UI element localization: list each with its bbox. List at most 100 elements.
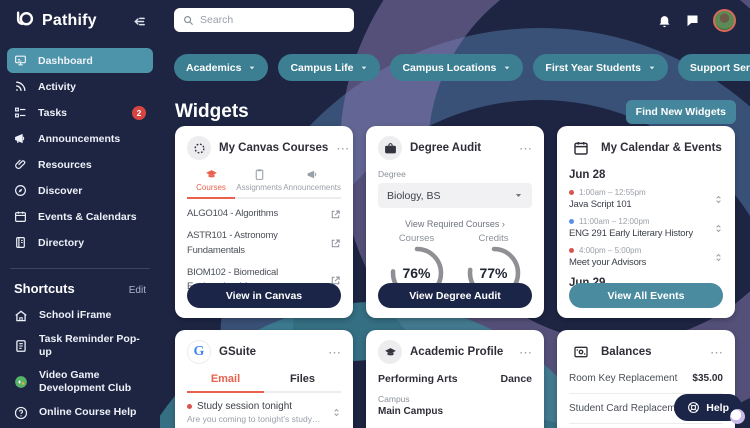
widget-menu-button[interactable]: ⋯: [710, 344, 723, 360]
graduation-cap-icon: [205, 170, 217, 178]
tab-label: Courses: [196, 183, 226, 192]
view-required-courses-link[interactable]: View Required Courses ›: [405, 219, 505, 229]
chevron-down-icon: [505, 66, 510, 69]
tab-announcements[interactable]: Announcements: [283, 168, 341, 197]
balance-label: Student Card Replacement: [569, 403, 690, 414]
sidebar-item-events-calendars[interactable]: Events & Calendars: [7, 204, 153, 229]
shortcut-online-course-help[interactable]: Online Course Help: [0, 401, 160, 425]
find-new-widgets-button[interactable]: Find New Widgets: [625, 100, 736, 124]
sidebar-item-tasks[interactable]: Tasks 2: [7, 100, 153, 125]
widget-menu-button[interactable]: ⋯: [519, 344, 532, 360]
calendar-event[interactable]: 1:00am – 12:55pm Java Script 101: [569, 188, 723, 210]
email-subject: Study session tonight: [197, 401, 293, 412]
widget-title: My Canvas Courses: [219, 142, 329, 154]
widget-calendar-events: My Calendar & Events ⋯ Jun 28 1:00am – 1…: [557, 126, 735, 318]
widget-title: GSuite: [219, 346, 257, 358]
expand-collapse-icon[interactable]: [332, 408, 341, 417]
balance-label: Room Key Replacement: [569, 373, 678, 384]
ring-percent: 76%: [402, 265, 431, 281]
question-icon: [14, 406, 28, 419]
email-row[interactable]: Study session tonight Are you coming to …: [187, 401, 341, 424]
filter-campus-locations[interactable]: Campus Locations: [390, 54, 524, 81]
filter-support-services[interactable]: Support Services: [677, 54, 750, 81]
degree-select-value: Biology, BS: [387, 189, 441, 202]
balance-row: Room Key Replacement $35.00: [569, 364, 723, 394]
external-link-icon[interactable]: [330, 238, 341, 249]
topbar: [160, 0, 750, 40]
tab-email[interactable]: Email: [187, 373, 264, 393]
shortcuts-edit-link[interactable]: Edit: [128, 285, 146, 296]
nav-label: Announcements: [38, 132, 121, 145]
calendar-day-header: Jun 28: [569, 169, 606, 181]
filter-campus-life[interactable]: Campus Life: [278, 54, 381, 81]
external-link-icon[interactable]: [330, 209, 341, 220]
gsuite-logo-icon: G: [187, 340, 211, 364]
chevron-down-icon: [362, 66, 367, 69]
course-row[interactable]: ASTR101 - Astronomy Fundamentals: [187, 221, 341, 258]
sidebar-nav: Dashboard Activity Tasks 2 Announcements…: [0, 48, 160, 256]
nav-label: Events & Calendars: [38, 210, 137, 223]
filter-label: Campus Locations: [402, 61, 497, 74]
sidebar-item-dashboard[interactable]: Dashboard: [7, 48, 153, 73]
calendar-event[interactable]: 4:00pm – 5:00pm Meet your Advisors: [569, 246, 723, 268]
program-name: Performing Arts: [378, 373, 458, 385]
field-value: Main Campus: [378, 406, 444, 417]
filter-pills: Academics Campus Life Campus Locations F…: [160, 40, 750, 81]
view-in-canvas-button[interactable]: View in Canvas: [187, 283, 341, 308]
search-bar[interactable]: [174, 8, 354, 32]
shortcuts-title: Shortcuts: [14, 281, 75, 296]
event-time: 11:00am – 12:00pm: [579, 217, 650, 226]
view-all-events-button[interactable]: View All Events: [569, 283, 723, 308]
ring-label: Courses: [398, 233, 435, 244]
event-title: Java Script 101: [569, 199, 632, 210]
filter-academics[interactable]: Academics: [174, 54, 269, 81]
filter-first-year-students[interactable]: First Year Students: [533, 54, 668, 81]
widget-gsuite: G GSuite ⋯ Email Files Study session ton…: [175, 330, 353, 428]
widget-menu-button[interactable]: ⋯: [519, 140, 532, 156]
field-label: Expected Graduation Date: [378, 426, 532, 428]
course-row[interactable]: ALGO104 - Algorithms: [187, 199, 341, 221]
shortcut-video-game-club[interactable]: Video Game Development Club: [0, 364, 160, 400]
nav-label: Activity: [38, 80, 76, 93]
sidebar-item-discover[interactable]: Discover: [7, 178, 153, 203]
calendar-event[interactable]: 11:00am – 12:00pm ENG 291 Early Literary…: [569, 217, 723, 239]
tab-label: Assignments: [236, 183, 283, 192]
tab-assignments[interactable]: Assignments: [235, 168, 283, 197]
search-input[interactable]: [200, 14, 330, 26]
megaphone-icon: [307, 170, 316, 179]
graduation-cap-icon: [378, 340, 402, 364]
view-degree-audit-button[interactable]: View Degree Audit: [378, 283, 532, 308]
collapse-sidebar-icon[interactable]: [131, 14, 146, 29]
degree-select[interactable]: Biology, BS: [378, 183, 532, 208]
shortcut-school-iframe[interactable]: School iFrame: [0, 304, 160, 328]
shortcuts-list: School iFrame Task Reminder Pop-up Video…: [0, 304, 160, 425]
widget-title: Degree Audit: [410, 142, 482, 154]
expand-collapse-icon[interactable]: [714, 224, 723, 233]
notifications-bell-icon[interactable]: [657, 13, 672, 28]
shortcut-label: School iFrame: [39, 309, 112, 322]
sidebar-item-activity[interactable]: Activity: [7, 74, 153, 99]
widget-menu-button[interactable]: ⋯: [336, 140, 350, 156]
tab-files[interactable]: Files: [289, 373, 316, 385]
chevron-down-icon: [250, 66, 255, 69]
sidebar-item-directory[interactable]: Directory: [7, 230, 153, 255]
expand-collapse-icon[interactable]: [714, 253, 723, 262]
sidebar-item-announcements[interactable]: Announcements: [7, 126, 153, 151]
email-preview: Are you coming to tonight's study sessio…: [187, 414, 322, 424]
user-avatar[interactable]: [713, 8, 736, 32]
announcements-icon: [15, 133, 25, 144]
widget-title: Balances: [601, 346, 652, 358]
ring-label: Credits: [478, 233, 509, 244]
event-dot: [569, 219, 574, 224]
widget-menu-button[interactable]: ⋯: [328, 344, 341, 360]
sidebar-item-resources[interactable]: Resources: [7, 152, 153, 177]
tab-courses[interactable]: Courses: [187, 168, 236, 199]
event-title: ENG 291 Early Literary History: [569, 228, 693, 239]
help-button[interactable]: Help: [674, 394, 745, 424]
widget-title: Academic Profile: [410, 346, 504, 358]
messages-icon[interactable]: [685, 13, 700, 28]
expand-collapse-icon[interactable]: [714, 195, 723, 204]
briefcase-icon: [378, 136, 402, 160]
shortcut-task-reminder[interactable]: Task Reminder Pop-up: [0, 328, 160, 364]
nav-label: Directory: [38, 236, 85, 249]
